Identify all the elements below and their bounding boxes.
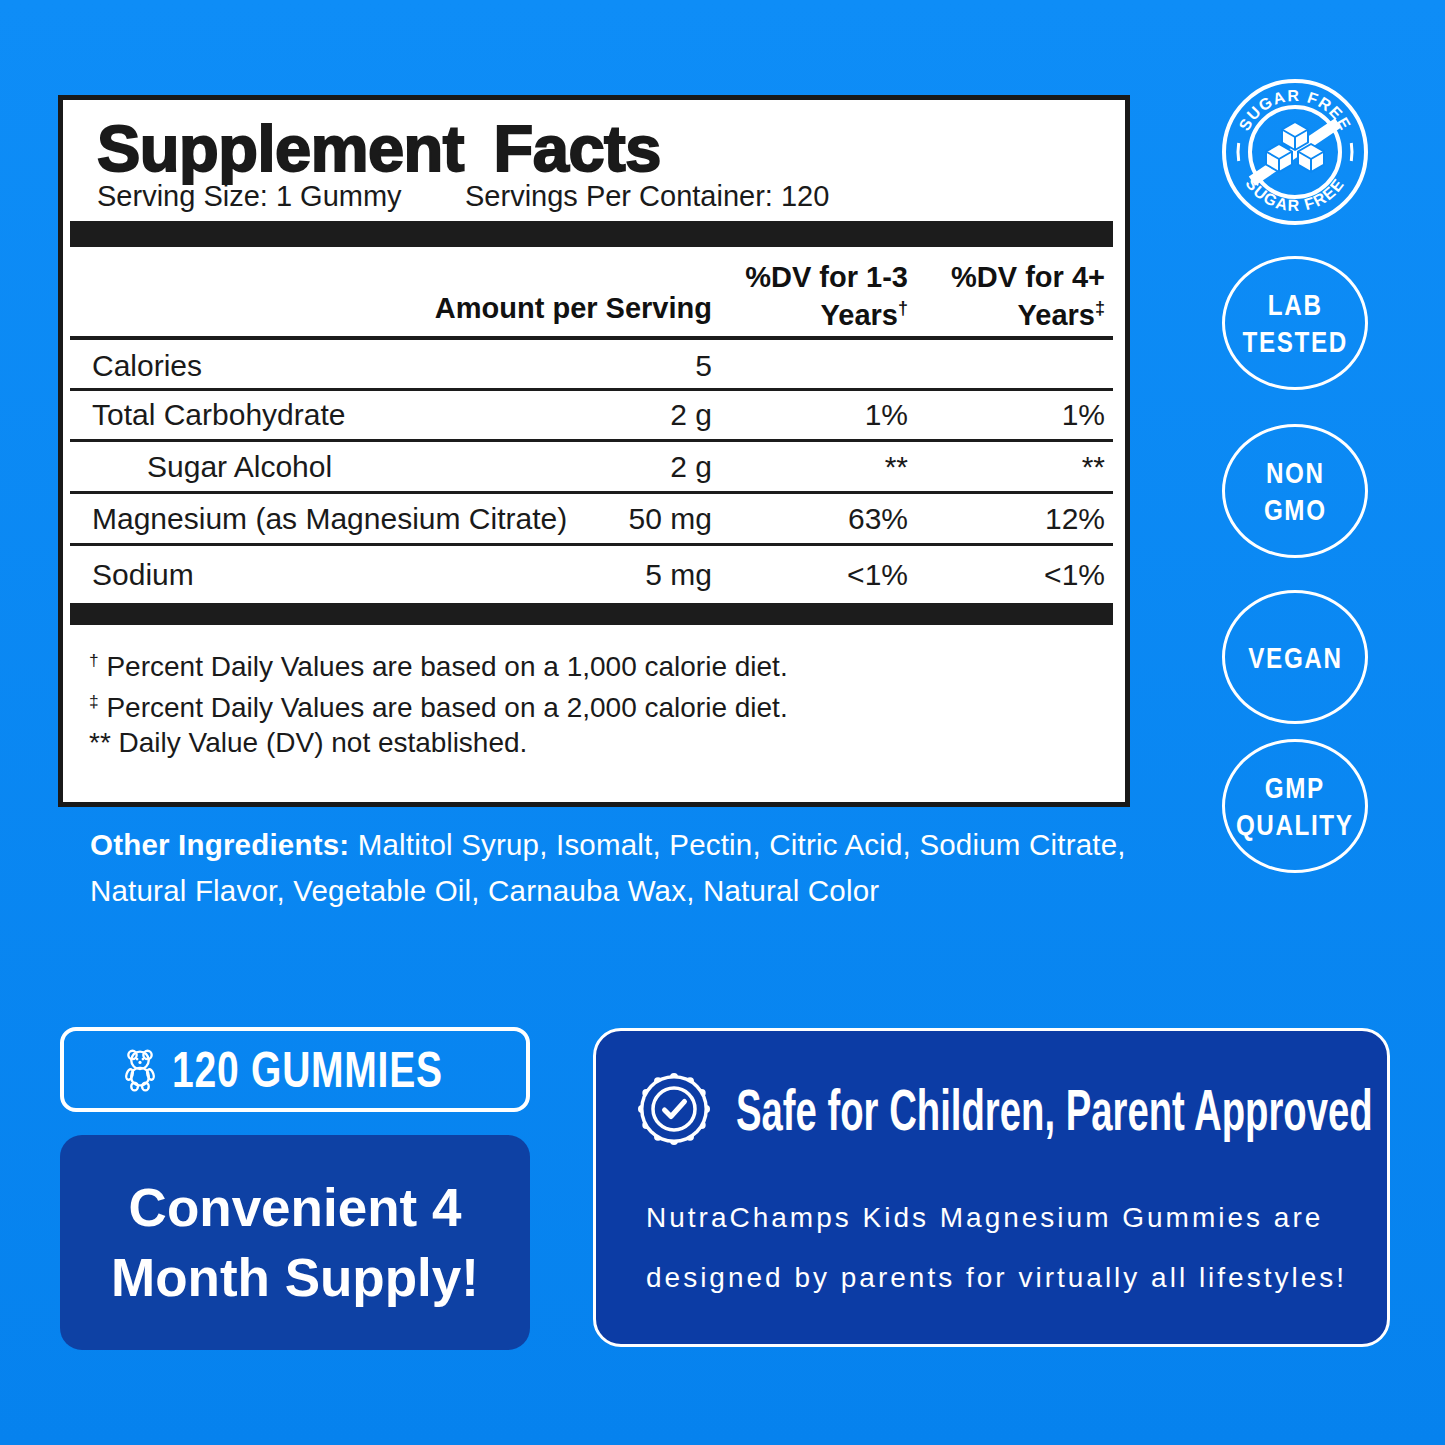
sugar-free-badge: SUGAR FREE SUGAR FREE [1220, 77, 1370, 227]
serving-size: Serving Size: 1 Gummy [97, 180, 402, 212]
supplement-facts-panel: Supplement Facts Serving Size: 1 Gummy S… [58, 95, 1130, 807]
panel-title: Supplement Facts [97, 116, 661, 182]
other-ingredients: Other Ingredients: Maltitol Syrup, Isoma… [90, 822, 1165, 914]
header-rule [70, 336, 1113, 340]
footnote: ‡ Percent Daily Values are based on a 2,… [89, 681, 788, 722]
footnotes: † Percent Daily Values are based on a 1,… [89, 640, 788, 763]
gummies-count-pill: 120 GUMMIES [60, 1027, 530, 1112]
column-header-amount: Amount per Serving [435, 293, 712, 324]
safe-for-children-box: Safe for Children, Parent Approved Nutra… [593, 1028, 1390, 1347]
footnote: † Percent Daily Values are based on a 1,… [89, 640, 788, 681]
check-seal-icon [634, 1069, 714, 1149]
svg-text:SUGAR FREE: SUGAR FREE [1242, 175, 1347, 214]
divider-bar-top [70, 221, 1113, 247]
serving-info: Serving Size: 1 Gummy Servings Per Conta… [97, 180, 402, 213]
divider-bar-bottom [70, 603, 1113, 625]
table-row: Sodium 5 mg <1% <1% [70, 546, 1113, 603]
sugar-cubes-crossed-icon [1249, 118, 1341, 185]
table-row: Calories 5 [70, 343, 1113, 391]
column-header-dv-4plus: %DV for 4+Years‡ [951, 262, 1105, 331]
table-row: Sugar Alcohol 2 g ** ** [70, 442, 1113, 494]
product-infographic: Supplement Facts Serving Size: 1 Gummy S… [0, 0, 1445, 1445]
supply-box: Convenient 4 Month Supply! [60, 1135, 530, 1350]
facts-table: Calories 5 Total Carbohydrate 2 g 1% 1% … [70, 343, 1113, 603]
badge-lab-tested: LABTESTED [1222, 256, 1368, 390]
servings-per-container: Servings Per Container: 120 [465, 180, 829, 213]
table-row: Total Carbohydrate 2 g 1% 1% [70, 391, 1113, 442]
safe-heading-row: Safe for Children, Parent Approved [634, 1069, 1445, 1149]
column-header-dv-1-3: %DV for 1-3Years† [745, 262, 908, 331]
table-row: Magnesium (as Magnesium Citrate) 50 mg 6… [70, 494, 1113, 546]
footnote: ** Daily Value (DV) not established. [89, 722, 788, 763]
gummy-bear-icon [120, 1046, 160, 1093]
badge-vegan: VEGAN [1222, 590, 1368, 724]
badge-gmp-quality: GMPQUALITY [1222, 739, 1368, 873]
badge-non-gmo: NONGMO [1222, 424, 1368, 558]
